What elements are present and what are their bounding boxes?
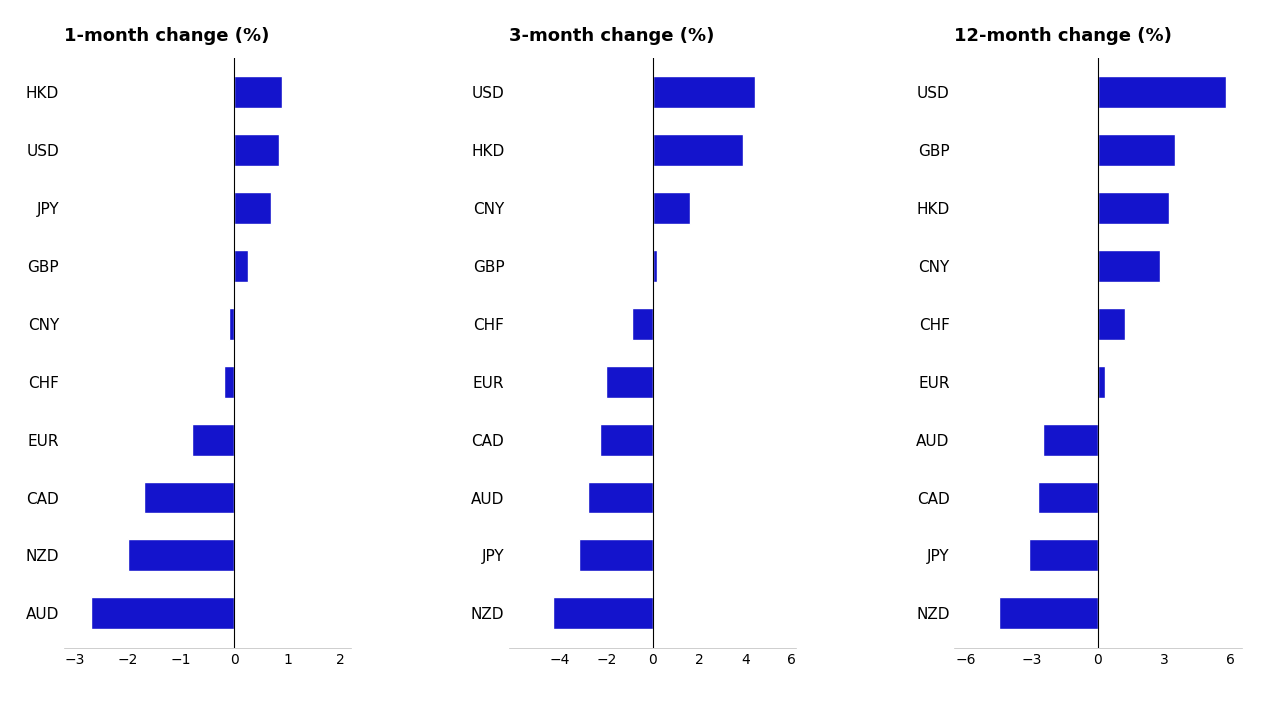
Bar [1098, 192, 1169, 224]
Bar [653, 250, 658, 282]
Bar [229, 308, 234, 340]
Bar [588, 482, 653, 513]
Text: 12-month change (%): 12-month change (%) [955, 27, 1172, 45]
Bar [607, 366, 653, 397]
Bar [234, 250, 247, 282]
Bar [1098, 76, 1226, 108]
Text: 3-month change (%): 3-month change (%) [509, 27, 714, 45]
Bar [234, 192, 271, 224]
Bar [653, 192, 690, 224]
Bar [653, 135, 744, 166]
Bar [1098, 135, 1175, 166]
Bar [579, 539, 653, 571]
Bar [1098, 308, 1125, 340]
Bar [128, 539, 234, 571]
Bar [1098, 250, 1160, 282]
Bar [1029, 539, 1098, 571]
Bar [653, 76, 755, 108]
Bar [553, 598, 653, 629]
Bar [1098, 366, 1105, 397]
Text: 1-month change (%): 1-month change (%) [64, 27, 269, 45]
Bar [998, 598, 1098, 629]
Bar [632, 308, 653, 340]
Bar [143, 482, 234, 513]
Bar [192, 423, 234, 456]
Bar [599, 423, 653, 456]
Bar [234, 135, 279, 166]
Bar [1043, 423, 1098, 456]
Bar [224, 366, 234, 397]
Bar [234, 76, 282, 108]
Bar [1038, 482, 1098, 513]
Bar [91, 598, 234, 629]
